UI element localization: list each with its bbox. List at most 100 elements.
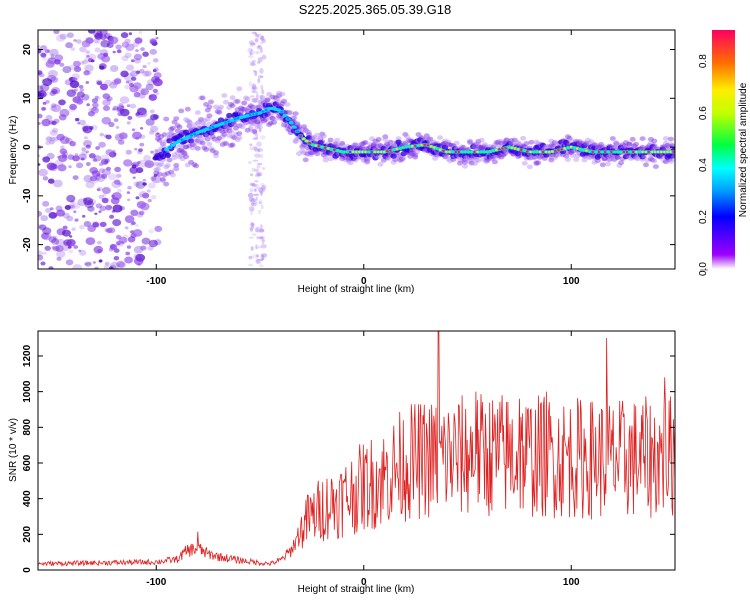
streak-blob xyxy=(256,261,262,264)
noise-blob xyxy=(38,163,41,166)
ridge-halo xyxy=(546,152,553,158)
streak-blob xyxy=(255,227,260,233)
ridge-halo xyxy=(168,126,175,132)
noise-blob xyxy=(113,78,122,85)
ridge-halo xyxy=(183,154,190,160)
ridge-halo xyxy=(219,142,226,148)
ridge-core xyxy=(165,148,169,151)
noise-blob xyxy=(148,94,153,98)
ridge-halo xyxy=(365,156,372,162)
streak-blob xyxy=(260,37,264,41)
streak-blob xyxy=(255,91,259,95)
ridge-halo xyxy=(198,139,205,144)
ridge-halo xyxy=(236,86,243,92)
noise-blob xyxy=(92,158,98,162)
ridge-halo xyxy=(392,157,399,163)
noise-blob xyxy=(78,119,86,126)
snr-xtick-label: -100 xyxy=(146,577,166,588)
noise-blob xyxy=(152,69,157,73)
noise-blob xyxy=(135,196,140,200)
noise-blob xyxy=(138,159,149,168)
ridge-halo xyxy=(372,138,379,144)
ridge-band xyxy=(639,154,646,160)
ridge-halo xyxy=(174,128,181,134)
noise-blob xyxy=(96,173,101,177)
noise-blob xyxy=(111,107,116,111)
ridge-halo xyxy=(536,155,543,160)
ridge-halo xyxy=(237,105,244,111)
noise-blob xyxy=(82,124,91,131)
ridge-halo xyxy=(186,119,193,125)
ridge-halo xyxy=(281,122,288,128)
ridge-halo xyxy=(667,136,674,142)
noise-blob xyxy=(90,175,97,182)
ridge-halo xyxy=(314,132,321,138)
noise-blob xyxy=(132,229,143,237)
ridge-halo xyxy=(287,110,294,116)
noise-blob xyxy=(113,118,119,123)
ridge-band xyxy=(514,151,522,157)
streak-blob xyxy=(260,96,263,101)
noise-blob xyxy=(74,88,79,92)
streak-blob xyxy=(250,246,254,251)
noise-blob xyxy=(154,149,159,153)
noise-blob xyxy=(69,80,80,89)
ridge-halo xyxy=(467,140,473,146)
ridge-halo xyxy=(216,135,223,141)
ridge-halo xyxy=(262,117,269,122)
spectrogram-xtick-label: -100 xyxy=(146,276,166,287)
ridge-halo xyxy=(633,141,639,147)
ridge-halo xyxy=(181,144,188,150)
streak-blob xyxy=(255,226,261,233)
noise-blob xyxy=(99,221,107,228)
streak-blob xyxy=(261,54,267,60)
noise-blob xyxy=(78,153,87,161)
ridge-halo xyxy=(320,133,327,139)
ridge-halo xyxy=(402,140,409,145)
noise-blob xyxy=(111,79,120,86)
ridge-halo xyxy=(249,119,256,125)
noise-blob xyxy=(86,103,90,107)
noise-blob xyxy=(154,225,163,232)
ridge-halo xyxy=(611,157,618,162)
ridge-halo xyxy=(374,139,380,145)
noise-blob xyxy=(92,261,96,264)
ridge-halo xyxy=(369,136,376,142)
noise-blob xyxy=(67,245,72,249)
ridge-halo xyxy=(189,142,196,148)
ridge-halo xyxy=(239,124,246,130)
noise-blob xyxy=(78,249,82,252)
ridge-halo xyxy=(496,152,503,158)
noise-blob xyxy=(84,200,94,209)
ridge-halo xyxy=(327,156,334,162)
snr-background xyxy=(38,331,675,570)
noise-blob xyxy=(66,215,74,222)
ridge-halo xyxy=(154,132,161,138)
ridge-halo xyxy=(385,156,392,161)
ridge-halo xyxy=(156,171,163,177)
ridge-halo xyxy=(223,128,229,133)
ridge-halo xyxy=(189,145,196,151)
noise-blob xyxy=(56,34,66,42)
noise-blob xyxy=(50,76,59,84)
ridge-halo xyxy=(241,100,248,106)
streak-blob xyxy=(255,244,258,250)
noise-blob xyxy=(149,38,157,45)
noise-blob xyxy=(93,30,103,39)
ridge-halo xyxy=(633,155,639,161)
noise-blob xyxy=(153,173,158,177)
ridge-halo xyxy=(437,135,444,141)
ridge-halo xyxy=(213,104,219,110)
noise-blob xyxy=(123,159,133,167)
ridge-halo xyxy=(666,144,673,149)
noise-blob xyxy=(38,70,43,76)
ridge-halo xyxy=(163,116,170,122)
ridge-halo xyxy=(500,152,507,158)
ridge-halo xyxy=(601,156,608,161)
ridge-band xyxy=(506,141,513,147)
noise-blob xyxy=(59,33,67,40)
spectrogram-xtick-label: 0 xyxy=(361,276,367,287)
noise-blob xyxy=(40,232,50,240)
ridge-halo xyxy=(548,138,555,144)
noise-blob xyxy=(84,64,94,72)
